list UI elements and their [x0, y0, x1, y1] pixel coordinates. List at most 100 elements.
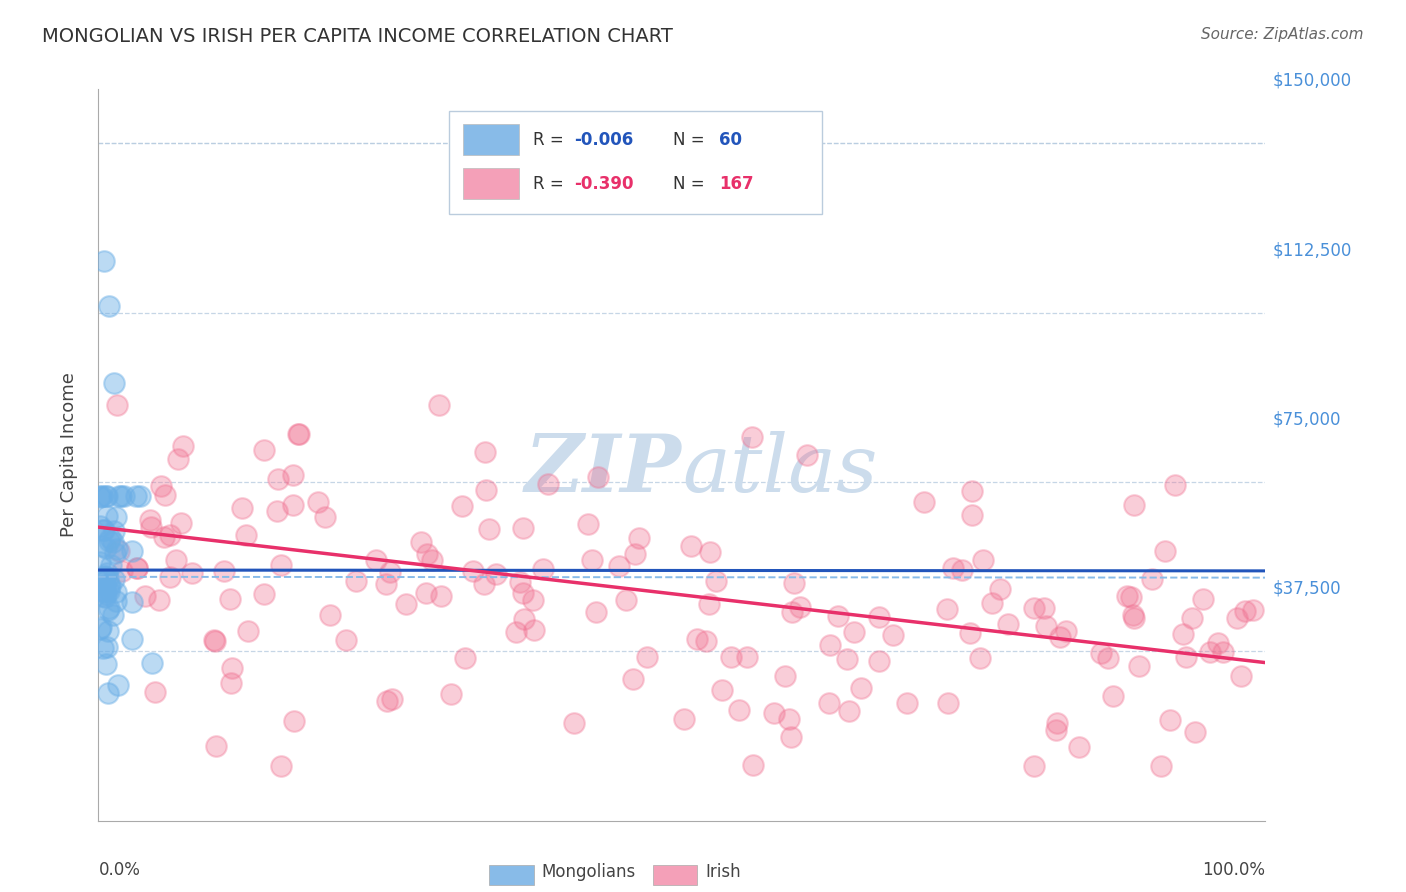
Point — [97, 601, 120, 615]
Point — [935, 601, 957, 615]
Point — [103, 572, 125, 586]
Point — [94, 590, 117, 604]
Point — [562, 715, 585, 730]
Point — [125, 489, 148, 503]
Point — [91, 589, 114, 603]
Point — [90, 539, 112, 553]
Point — [842, 625, 865, 640]
Point — [169, 516, 191, 531]
Point — [522, 592, 544, 607]
Text: MONGOLIAN VS IRISH PER CAPITA INCOME CORRELATION CHART: MONGOLIAN VS IRISH PER CAPITA INCOME COR… — [42, 27, 673, 45]
FancyBboxPatch shape — [449, 112, 823, 213]
Point — [307, 495, 329, 509]
Point — [796, 448, 818, 462]
Point — [509, 575, 531, 590]
Point — [773, 669, 796, 683]
Point — [1181, 611, 1204, 625]
Point — [484, 566, 506, 581]
Point — [94, 587, 117, 601]
Point — [868, 610, 890, 624]
Point — [763, 706, 786, 720]
Point — [818, 696, 841, 710]
Point — [1150, 759, 1173, 773]
Point — [93, 570, 115, 584]
Point — [838, 705, 860, 719]
Point — [789, 600, 811, 615]
Point — [512, 521, 534, 535]
Point — [950, 563, 973, 577]
Point — [581, 553, 603, 567]
Point — [266, 504, 288, 518]
Point — [96, 508, 118, 523]
Point — [780, 605, 803, 619]
Point — [253, 587, 276, 601]
Point — [89, 555, 111, 569]
Text: $75,000: $75,000 — [1272, 410, 1341, 428]
Point — [1119, 590, 1142, 604]
Point — [981, 596, 1004, 610]
Point — [882, 628, 904, 642]
Point — [1184, 725, 1206, 739]
Point — [409, 535, 432, 549]
Point — [1033, 601, 1056, 615]
Point — [972, 552, 994, 566]
Point — [960, 484, 983, 499]
Point — [111, 564, 134, 578]
Point — [381, 692, 404, 706]
Point — [283, 499, 305, 513]
Point — [108, 489, 131, 503]
Point — [588, 470, 610, 484]
Point — [89, 519, 111, 533]
Text: Source: ZipAtlas.com: Source: ZipAtlas.com — [1201, 27, 1364, 42]
Point — [614, 593, 637, 607]
Point — [1191, 592, 1213, 607]
Point — [1049, 630, 1071, 644]
Point — [969, 650, 991, 665]
Point — [105, 541, 128, 556]
Point — [936, 696, 959, 710]
Point — [451, 499, 474, 513]
Point — [270, 558, 292, 572]
Point — [576, 516, 599, 531]
Point — [221, 676, 243, 690]
Point — [91, 489, 114, 503]
Point — [1022, 759, 1045, 773]
Text: N =: N = — [672, 130, 710, 149]
Point — [96, 566, 118, 580]
Point — [172, 438, 194, 452]
Point — [585, 605, 607, 619]
Point — [159, 569, 181, 583]
Point — [988, 582, 1011, 596]
Point — [281, 468, 304, 483]
Point — [97, 583, 120, 598]
Point — [505, 624, 527, 639]
Point — [868, 654, 890, 668]
Point — [536, 476, 558, 491]
Point — [461, 565, 484, 579]
Text: -0.006: -0.006 — [575, 130, 634, 149]
Point — [912, 495, 935, 509]
Point — [97, 577, 120, 591]
Point — [94, 489, 117, 503]
Point — [101, 534, 124, 549]
Point — [778, 712, 800, 726]
Point — [110, 489, 132, 503]
Point — [475, 483, 498, 497]
Point — [1234, 604, 1257, 618]
Point — [167, 452, 190, 467]
Point — [344, 574, 367, 588]
Point — [636, 650, 658, 665]
Point — [849, 681, 872, 696]
Point — [1123, 499, 1146, 513]
Point — [267, 472, 290, 486]
Point — [98, 531, 121, 545]
Point — [103, 524, 125, 538]
Point — [125, 561, 148, 575]
Point — [710, 682, 733, 697]
Point — [90, 584, 112, 599]
Point — [96, 657, 118, 671]
Point — [686, 632, 709, 646]
Point — [440, 687, 463, 701]
Point — [165, 553, 187, 567]
Point — [997, 617, 1019, 632]
